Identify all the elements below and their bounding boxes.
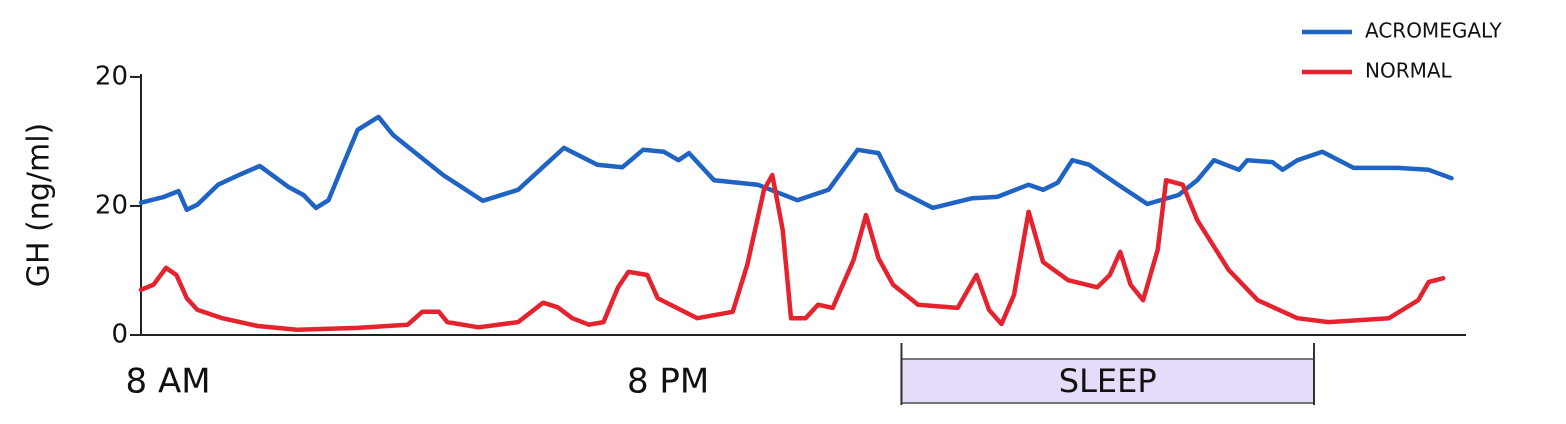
sleep-label: SLEEP: [1059, 362, 1157, 400]
y-tick-label: 0: [111, 320, 128, 350]
series-line: [138, 114, 1454, 213]
legend-label: ACROMEGALY: [1365, 19, 1502, 43]
sleep-band: [900, 358, 1315, 404]
y-tick-label: 20: [95, 190, 128, 220]
y-axis-title: GH (ng/ml): [22, 123, 57, 287]
series-line: [138, 172, 1446, 333]
legend-label: NORMAL: [1365, 59, 1453, 83]
x-tick-label: 8 PM: [627, 362, 709, 402]
x-tick-label: 8 AM: [126, 362, 211, 402]
y-tick-label: 20: [95, 61, 128, 91]
